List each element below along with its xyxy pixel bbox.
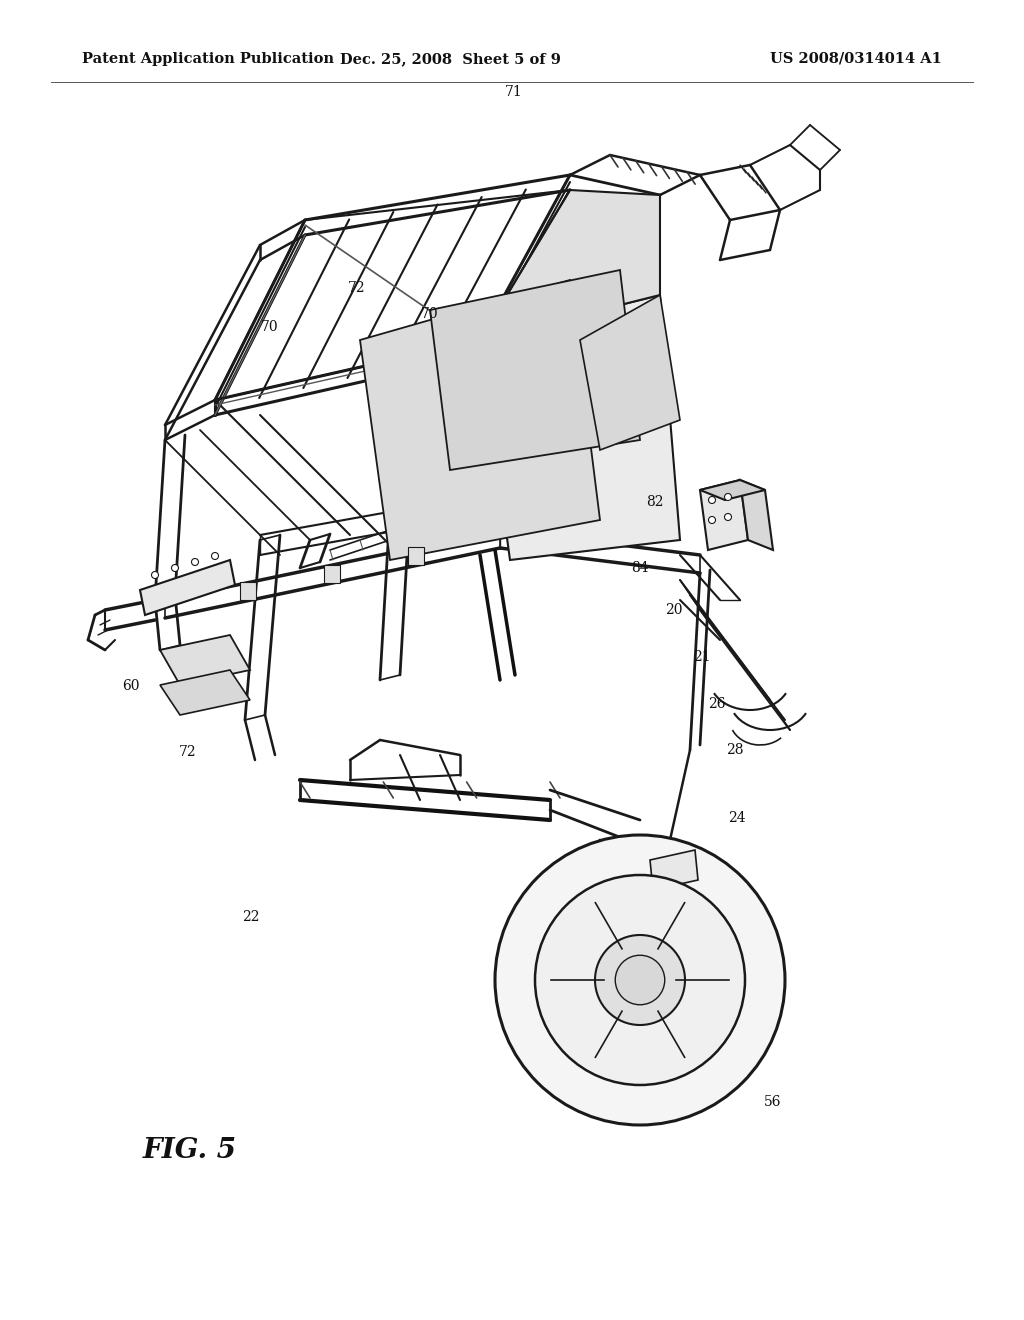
Polygon shape — [240, 582, 256, 601]
Text: 26: 26 — [708, 697, 726, 710]
Polygon shape — [480, 294, 680, 560]
Text: 72: 72 — [347, 281, 366, 294]
Circle shape — [709, 516, 716, 524]
Polygon shape — [700, 480, 748, 550]
Circle shape — [725, 494, 731, 500]
Polygon shape — [408, 546, 424, 565]
Ellipse shape — [535, 875, 745, 1085]
Text: 70: 70 — [260, 321, 279, 334]
Text: 22: 22 — [242, 911, 260, 924]
Polygon shape — [480, 190, 660, 341]
Polygon shape — [360, 280, 600, 560]
Text: 71: 71 — [505, 86, 523, 99]
Ellipse shape — [495, 836, 785, 1125]
Text: 60: 60 — [122, 680, 140, 693]
Polygon shape — [160, 635, 250, 685]
Text: 20: 20 — [665, 603, 683, 616]
Text: 70: 70 — [421, 308, 439, 321]
Polygon shape — [430, 271, 640, 470]
Circle shape — [171, 565, 178, 572]
Polygon shape — [324, 565, 340, 583]
Text: 72: 72 — [178, 746, 197, 759]
Text: 82: 82 — [646, 495, 665, 508]
Text: 84: 84 — [631, 561, 649, 574]
Circle shape — [191, 558, 199, 565]
Text: 24: 24 — [728, 812, 746, 825]
Text: Patent Application Publication: Patent Application Publication — [82, 51, 334, 66]
Ellipse shape — [595, 935, 685, 1026]
Text: 28: 28 — [726, 743, 744, 756]
Text: 21: 21 — [692, 651, 711, 664]
Polygon shape — [140, 560, 234, 615]
Polygon shape — [650, 850, 698, 890]
Text: US 2008/0314014 A1: US 2008/0314014 A1 — [770, 51, 942, 66]
Polygon shape — [740, 480, 773, 550]
Text: Dec. 25, 2008  Sheet 5 of 9: Dec. 25, 2008 Sheet 5 of 9 — [340, 51, 561, 66]
Polygon shape — [700, 480, 765, 500]
Polygon shape — [580, 294, 680, 450]
Circle shape — [709, 496, 716, 503]
Ellipse shape — [615, 956, 665, 1005]
Polygon shape — [160, 671, 250, 715]
Text: 56: 56 — [764, 1096, 782, 1109]
Circle shape — [212, 553, 218, 560]
Circle shape — [725, 513, 731, 520]
Circle shape — [152, 572, 159, 578]
Text: FIG. 5: FIG. 5 — [143, 1137, 237, 1163]
